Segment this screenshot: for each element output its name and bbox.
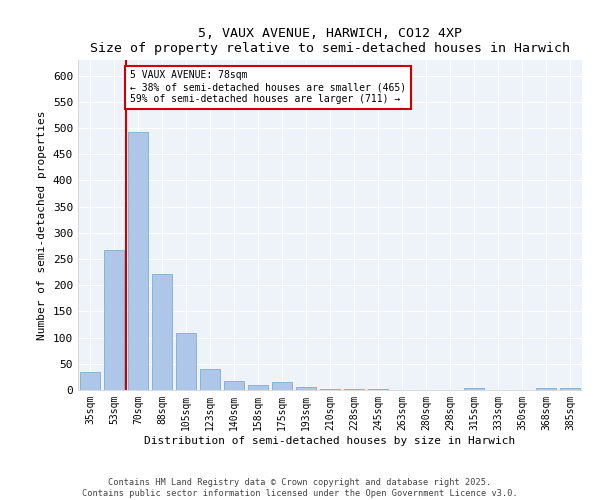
X-axis label: Distribution of semi-detached houses by size in Harwich: Distribution of semi-detached houses by … (145, 436, 515, 446)
Text: Contains HM Land Registry data © Crown copyright and database right 2025.
Contai: Contains HM Land Registry data © Crown c… (82, 478, 518, 498)
Bar (128, 132, 148, 390)
Title: 5, VAUX AVENUE, HARWICH, CO12 4XP
Size of property relative to semi-detached hou: 5, VAUX AVENUE, HARWICH, CO12 4XP Size o… (90, 26, 570, 54)
Bar (296, 387, 316, 390)
Bar (152, 274, 172, 390)
Bar (320, 389, 340, 390)
Bar (536, 388, 556, 390)
Bar (200, 369, 220, 390)
Bar (224, 381, 244, 390)
Bar (248, 385, 268, 390)
Bar (560, 388, 580, 390)
Bar (80, 372, 100, 390)
Bar (176, 334, 196, 390)
Y-axis label: Number of semi-detached properties: Number of semi-detached properties (37, 110, 47, 340)
Bar (272, 382, 292, 390)
Text: 5 VAUX AVENUE: 78sqm
← 38% of semi-detached houses are smaller (465)
59% of semi: 5 VAUX AVENUE: 78sqm ← 38% of semi-detac… (130, 70, 406, 104)
Bar (464, 388, 484, 390)
Bar (104, 250, 124, 390)
